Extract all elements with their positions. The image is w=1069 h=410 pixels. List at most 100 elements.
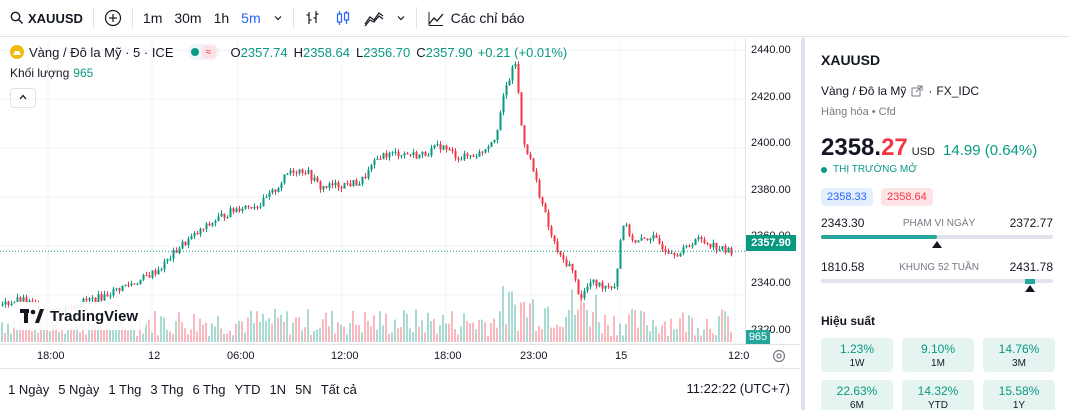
range-5d[interactable]: 5 Ngày [58, 382, 100, 397]
range-6m[interactable]: 6 Thg [192, 382, 226, 397]
volume-bar [319, 327, 321, 342]
volume-bar [505, 323, 507, 342]
external-link-icon[interactable] [911, 85, 923, 97]
candle-body [346, 183, 349, 185]
candle-body [595, 279, 598, 287]
candle-body [106, 294, 109, 297]
volume-bar [232, 335, 234, 342]
price-currency: USD [911, 146, 935, 158]
candle-body [670, 253, 673, 255]
candle-body [220, 213, 223, 217]
volume-bar [298, 317, 300, 342]
high-value: 2358.64 [303, 44, 351, 60]
volume-bar [181, 322, 183, 342]
range-ytd[interactable]: YTD [234, 382, 261, 397]
candle-body [349, 183, 352, 187]
chart-pane[interactable] [0, 38, 745, 344]
volume-bar [442, 314, 444, 342]
candle-body [607, 285, 610, 287]
candle-body [304, 173, 307, 175]
candle-body [442, 145, 445, 150]
volume-bar [721, 309, 723, 342]
candles-chart-type-button[interactable] [328, 0, 358, 37]
interval-dropdown[interactable] [267, 0, 289, 37]
interval-30m[interactable]: 30m [174, 10, 202, 26]
range-5y[interactable]: 5N [295, 382, 312, 397]
bars-icon [304, 9, 322, 27]
volume-bar [577, 309, 579, 342]
range-1y[interactable]: 1N [269, 382, 287, 397]
candle-body [487, 146, 490, 150]
candle-body [436, 144, 439, 146]
volume-bar [286, 311, 288, 342]
candle-body [367, 169, 370, 178]
range-all[interactable]: Tất cả [320, 382, 357, 397]
volume-bar [712, 333, 714, 342]
tradingview-logo[interactable]: TradingView [12, 302, 147, 330]
candle-body [97, 294, 100, 303]
volume-bar [295, 317, 297, 342]
range-bar: 1 Ngày 5 Ngày 1 Thg 3 Thg 6 Thg YTD 1N 5… [0, 368, 800, 410]
volume-bar [28, 320, 30, 342]
bar-chart-type-button[interactable] [298, 0, 328, 37]
candle-body [532, 158, 535, 172]
volume-bar [184, 328, 186, 342]
chart-settings-button[interactable] [772, 349, 786, 366]
compare-button[interactable] [98, 0, 128, 37]
candle-body [592, 279, 595, 283]
volume-bar [100, 323, 102, 342]
bid-badge[interactable]: 2358.33 [821, 188, 873, 206]
volume-bar [730, 332, 732, 342]
indicators-button[interactable]: Các chỉ báo [421, 0, 531, 37]
volume-bar [208, 335, 210, 342]
candle-body [559, 251, 562, 256]
volume-bar [166, 329, 168, 342]
perf-cell-1m[interactable]: 9.10% 1M [902, 338, 974, 372]
time-axis[interactable]: 18:00 12 06:00 12:00 18:00 23:00 15 12:0 [0, 344, 800, 368]
volume-bar [484, 322, 486, 342]
perf-cell-6m[interactable]: 22.63% 6M [821, 380, 893, 410]
candle-body [721, 246, 724, 250]
price-chart[interactable] [0, 38, 745, 344]
volume-bar [487, 335, 489, 342]
range-3m[interactable]: 3 Thg [150, 382, 184, 397]
range-1m[interactable]: 1 Thg [108, 382, 142, 397]
volume-bar [292, 322, 294, 342]
area-chart-type-button[interactable] [358, 0, 390, 37]
candle-body [679, 253, 682, 257]
market-status-pill[interactable]: ≈ [187, 44, 219, 60]
ask-badge[interactable]: 2358.64 [881, 188, 933, 206]
high-label: H [293, 44, 304, 60]
volume-bar [235, 323, 237, 342]
collapse-legend-button[interactable] [10, 88, 36, 108]
candle-body [100, 294, 103, 301]
open-label: O [230, 44, 241, 60]
candle-body [199, 228, 202, 235]
candle-body [253, 206, 256, 209]
panel-symbol[interactable]: XAUUSD [821, 52, 881, 68]
symbol-search-button[interactable]: XAUUSD [0, 0, 89, 37]
volume-bar [640, 310, 642, 342]
clock-timezone[interactable]: 11:22:22 (UTC+7) [686, 381, 790, 396]
candle-body [145, 275, 148, 277]
candle-body [682, 247, 685, 254]
interval-1h[interactable]: 1h [213, 10, 230, 26]
volume-bar [151, 332, 153, 342]
perf-cell-1y[interactable]: 15.58% 1Y [983, 380, 1055, 410]
perf-cell-1w[interactable]: 1.23% 1W [821, 338, 893, 372]
volume-value: 965 [73, 66, 94, 80]
perf-cell-3m[interactable]: 14.76% 3M [983, 338, 1055, 372]
perf-cell-ytd[interactable]: 14.32% YTD [902, 380, 974, 410]
volume-bar [598, 322, 600, 342]
open-value: 2357.74 [240, 44, 288, 60]
interval-5m[interactable]: 5m [241, 10, 261, 26]
candle-body [193, 233, 196, 237]
range-1d[interactable]: 1 Ngày [8, 382, 50, 397]
chevron-down-icon [273, 13, 283, 23]
separator-dot: · [928, 84, 933, 98]
chart-type-dropdown[interactable] [390, 0, 412, 37]
price-axis[interactable]: 2440.00 2420.00 2400.00 2380.00 2360.00 … [745, 38, 800, 344]
candle-body [298, 169, 301, 174]
interval-1m[interactable]: 1m [142, 10, 163, 26]
candle-body [703, 239, 706, 243]
